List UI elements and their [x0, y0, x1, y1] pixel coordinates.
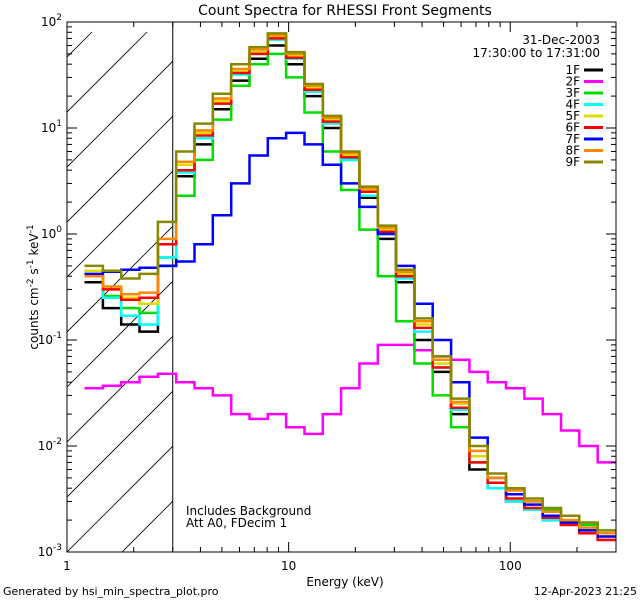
legend-label-8F: 8F: [565, 144, 580, 158]
annotation-attenuator: Att A0, FDecim 1: [186, 516, 287, 530]
hatch-line: [67, 390, 173, 498]
series-layer: [84, 32, 616, 542]
footer-timestamp: 12-Apr-2023 21:25: [534, 585, 637, 598]
legend-label-7F: 7F: [565, 132, 580, 146]
hatch-line: [452, 32, 640, 552]
y-tick-label: 102: [41, 13, 62, 29]
hatch-line: [617, 32, 640, 552]
legend-label-4F: 4F: [565, 98, 580, 112]
hatch-line: [287, 32, 640, 552]
series-line-1F: [84, 44, 616, 542]
hatch-line: [67, 31, 148, 113]
hatch-line: [67, 225, 173, 333]
x-tick-labels: 1 10 100: [63, 559, 522, 573]
legend-label-6F: 6F: [565, 121, 580, 135]
chart-title: Count Spectra for RHESSI Front Segments: [198, 3, 492, 19]
y-axis-label: counts cm-2 s-1 keV-1: [26, 224, 41, 349]
hatch-line: [397, 32, 640, 552]
series-line-5F: [84, 35, 616, 538]
y-tick-label: 10-1: [38, 331, 62, 347]
hatch-line: [67, 60, 173, 168]
x-tick-label: 100: [499, 559, 522, 573]
hatch-line: [121, 500, 173, 552]
plot-frame: [66, 21, 617, 553]
annotation-background: Includes Background: [186, 504, 311, 518]
x-tick-label: 10: [281, 559, 296, 573]
y-tick-label: 101: [41, 119, 62, 135]
series-line-2F: [84, 343, 616, 464]
hatch-line: [67, 280, 173, 388]
y-tick-labels: 10-3 10-2 10-1 100 101 102: [38, 13, 63, 559]
x-tick-label: 1: [63, 559, 71, 573]
y-tick-label: 100: [41, 225, 62, 241]
axis-ticks: [66, 21, 617, 553]
series-line-7F: [84, 131, 616, 538]
hatch-line: [67, 31, 93, 58]
legend-label-1F: 1F: [565, 63, 580, 77]
series-line-8F: [84, 33, 616, 535]
hatch-line: [67, 335, 173, 443]
series-line-9F: [84, 32, 616, 532]
hatch-line: [67, 445, 173, 552]
legend-label-9F: 9F: [565, 155, 580, 169]
y-tick-label: 10-2: [38, 437, 62, 453]
legend-label-2F: 2F: [565, 75, 580, 89]
footer-generated-by: Generated by hsi_min_spectra_plot.pro: [3, 585, 219, 598]
legend-label-5F: 5F: [565, 109, 580, 123]
legend-label-3F: 3F: [565, 86, 580, 100]
date-label: 31-Dec-2003: [522, 33, 600, 47]
series-line-6F: [84, 37, 616, 542]
x-axis-label: Energy (keV): [306, 575, 383, 589]
hatched-background-region: [67, 22, 640, 552]
series-line-3F: [84, 52, 616, 535]
y-tick-label: 10-3: [38, 543, 62, 559]
time-range-label: 17:30:00 to 17:31:00: [473, 46, 600, 60]
hatch-line: [67, 115, 173, 223]
